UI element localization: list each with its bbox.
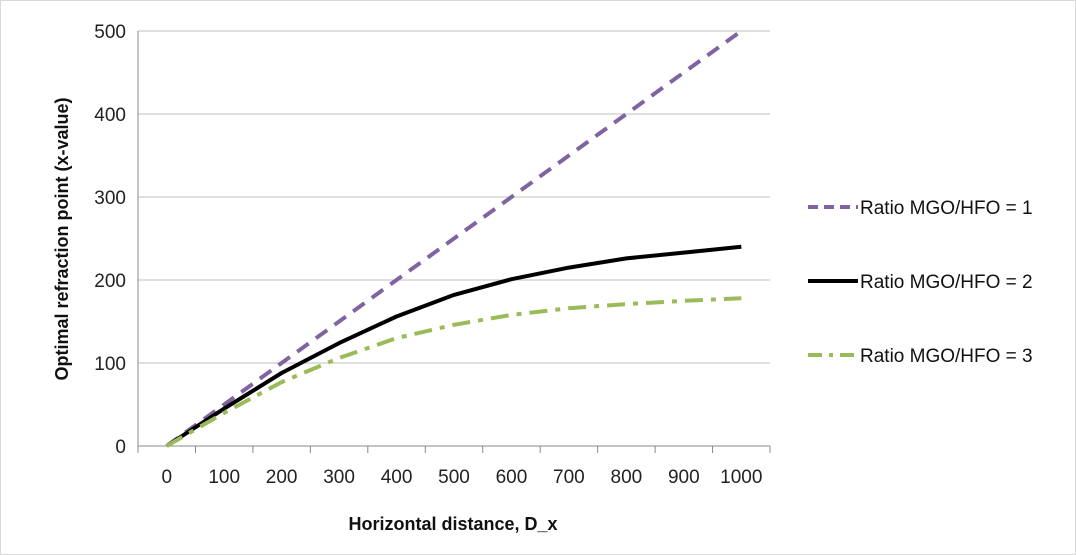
y-tick-label: 300 <box>94 188 126 209</box>
y-tick-label: 500 <box>94 22 126 43</box>
gridlines <box>138 30 770 364</box>
axes <box>137 31 771 453</box>
y-tick-label: 100 <box>94 354 126 375</box>
x-tick-label: 100 <box>208 467 240 488</box>
x-axis-title: Horizontal distance, D_x <box>348 514 557 534</box>
legend-label-1: Ratio MGO/HFO = 1 <box>860 198 1033 219</box>
x-tick-label: 500 <box>438 467 470 488</box>
x-tick-label: 400 <box>381 467 413 488</box>
x-tick-label: 300 <box>323 467 355 488</box>
series-line-1 <box>165 29 743 448</box>
legend: Ratio MGO/HFO = 1 Ratio MGO/HFO = 2 Ratio … <box>808 198 1033 367</box>
x-tick-label: 700 <box>553 467 585 488</box>
y-axis-title: Optimal refraction point (x-value) <box>52 97 72 380</box>
legend-label-3: Ratio MGO/HFO = 3 <box>860 346 1033 367</box>
x-tick-label: 1000 <box>720 467 762 488</box>
x-tick-label: 600 <box>496 467 528 488</box>
x-tick-label: 200 <box>266 467 298 488</box>
y-tick-label: 200 <box>94 271 126 292</box>
y-tick-label: 400 <box>94 105 126 126</box>
x-tick-labels: 0 100 200 300 400 500 600 700 800 900 1000 <box>161 467 762 488</box>
series-line-3 <box>165 296 742 448</box>
series-line-2 <box>165 244 742 448</box>
y-tick-label: 0 <box>115 437 126 458</box>
x-tick-label: 800 <box>611 467 643 488</box>
x-tick-label: 900 <box>668 467 700 488</box>
x-tick-label: 0 <box>161 467 172 488</box>
y-tick-labels: 0 100 200 300 400 500 <box>94 22 126 458</box>
series-lines <box>165 29 743 448</box>
legend-label-2: Ratio MGO/HFO = 2 <box>860 272 1033 293</box>
